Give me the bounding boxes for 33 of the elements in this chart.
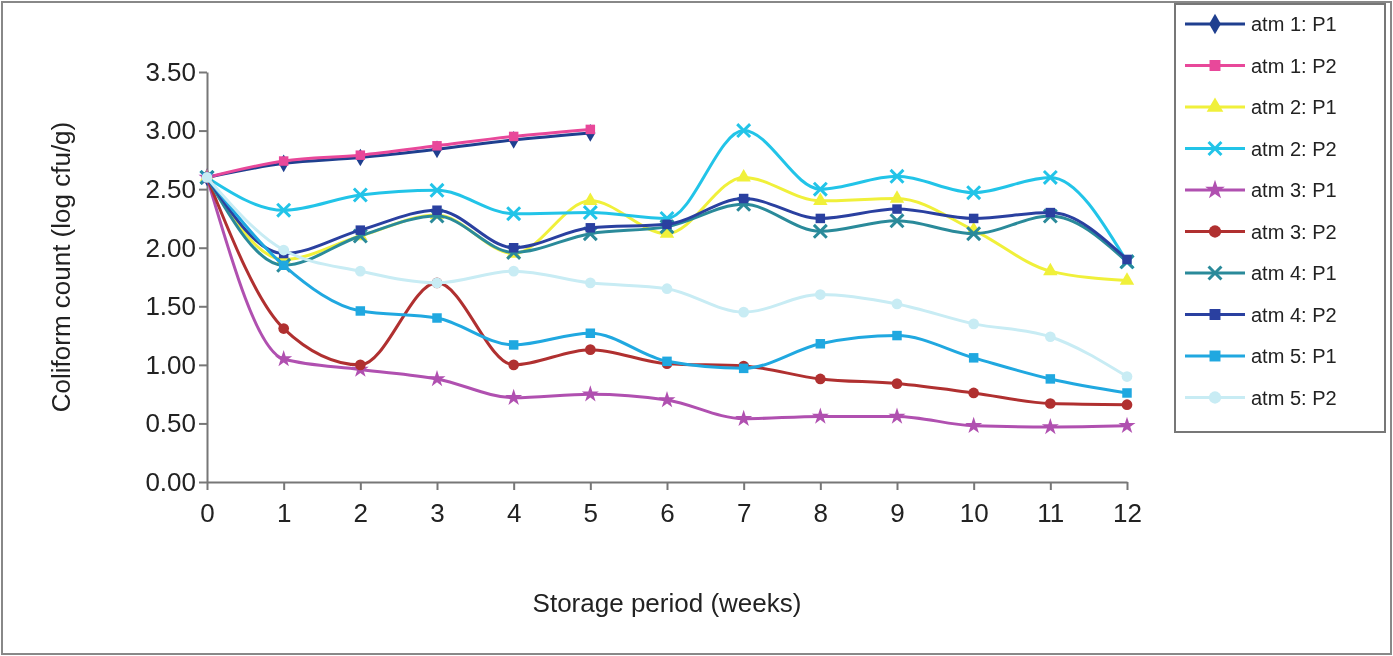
- y-tick-label: 1.00: [145, 349, 196, 380]
- y-tick-label: 1.50: [145, 291, 196, 322]
- x-tick-label: 5: [583, 497, 599, 528]
- y-tick-label: 0.50: [145, 408, 196, 439]
- x-tick-label: 7: [736, 497, 752, 528]
- legend-label: atm 4: P2: [1251, 303, 1337, 326]
- y-axis-title: Coliform count (log cfu/g): [46, 121, 76, 413]
- legend-label: atm 2: P1: [1251, 96, 1337, 118]
- legend-label: atm 1: P2: [1251, 54, 1337, 77]
- legend-label: atm 2: P2: [1251, 137, 1337, 160]
- y-tick-label: 3.00: [145, 115, 196, 146]
- x-axis-title: Storage period (weeks): [532, 588, 802, 618]
- legend-label: atm 3: P2: [1251, 220, 1337, 243]
- legend-label: atm 4: P1: [1251, 262, 1337, 284]
- x-tick-label: 3: [430, 497, 445, 528]
- x-tick-label: 4: [506, 497, 522, 528]
- legend-label: atm 3: P1: [1251, 179, 1337, 201]
- y-tick-label: 3.50: [145, 56, 196, 87]
- x-tick-label: 9: [890, 497, 905, 528]
- x-tick-label: 8: [813, 497, 829, 528]
- y-tick-label: 0.00: [145, 466, 196, 497]
- legend-label: atm 5: P1: [1251, 345, 1337, 367]
- y-tick-label: 2.00: [145, 232, 196, 263]
- x-tick-label: 11: [1037, 497, 1065, 528]
- x-tick-label: 6: [660, 497, 675, 528]
- x-tick-label: 2: [353, 497, 369, 528]
- x-tick-label: 1: [276, 497, 292, 528]
- legend-label: atm 5: P2: [1251, 386, 1337, 409]
- x-tick-label: 0: [200, 497, 215, 528]
- y-tick-label: 2.50: [145, 173, 196, 204]
- x-tick-label: 10: [959, 497, 989, 528]
- legend-label: atm 1: P1: [1251, 13, 1337, 35]
- x-tick-label: 12: [1113, 497, 1142, 528]
